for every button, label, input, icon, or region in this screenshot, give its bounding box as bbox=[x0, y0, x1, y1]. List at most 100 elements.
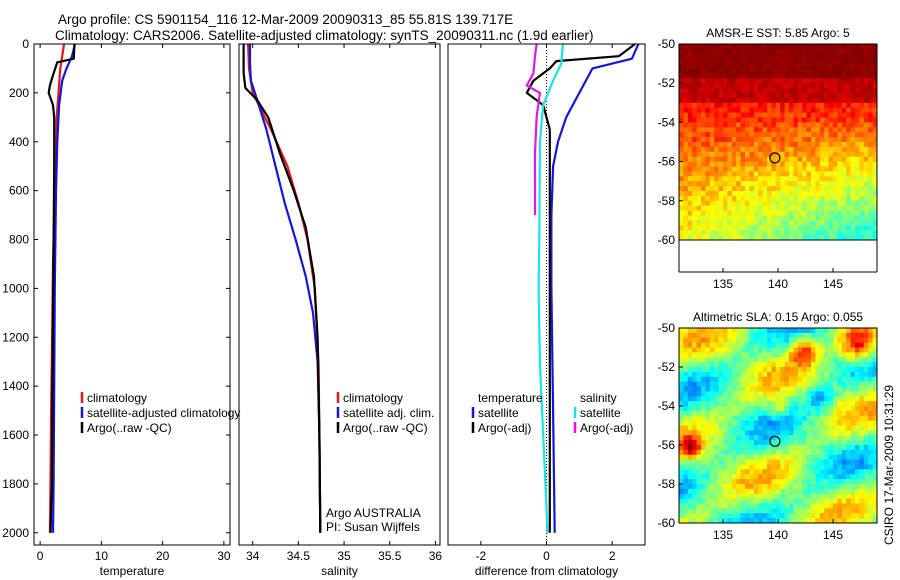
amsre_sst-heatmap-cell bbox=[745, 122, 750, 128]
amsre_sst-heatmap-cell bbox=[863, 97, 869, 104]
altimetric_sla-heatmap-cell bbox=[767, 406, 772, 412]
altimetric_sla-heatmap-cell bbox=[780, 430, 786, 436]
amsre_sst-heatmap-cell bbox=[824, 132, 830, 138]
amsre_sst-heatmap-cell bbox=[797, 44, 803, 50]
amsre_sst-heatmap-cell bbox=[797, 205, 803, 212]
amsre_sst-heatmap-cell bbox=[740, 195, 746, 202]
altimetric_sla-heatmap-cell bbox=[683, 328, 689, 334]
amsre_sst-heatmap-cell bbox=[833, 181, 838, 187]
altimetric_sla-heatmap-cell bbox=[824, 410, 830, 417]
altimetric_sla-heatmap-cell bbox=[679, 469, 684, 475]
amsre_sst-map-frame bbox=[678, 43, 878, 241]
altimetric_sla-heatmap-cell bbox=[731, 410, 737, 417]
amsre_sst-heatmap-cell bbox=[872, 151, 877, 158]
altimetric_sla-heatmap-cell bbox=[859, 474, 865, 480]
amsre_sst-heatmap-cell bbox=[692, 88, 698, 94]
altimetric_sla-heatmap-cell bbox=[806, 381, 812, 388]
amsre_sst-heatmap-cell bbox=[727, 112, 733, 119]
altimetric_sla-heatmap-cell bbox=[696, 449, 702, 456]
altimetric_sla-heatmap-cell bbox=[824, 430, 830, 436]
altimetric_sla-heatmap-cell bbox=[780, 474, 786, 480]
amsre_sst-heatmap-cell bbox=[855, 102, 860, 109]
amsre_sst-heatmap-cell bbox=[701, 186, 706, 192]
amsre_sst-heatmap-cell bbox=[780, 53, 786, 60]
amsre_sst-heatmap-cell bbox=[837, 166, 843, 172]
altimetric_sla-heatmap-cell bbox=[868, 367, 874, 373]
altimetric_sla-heatmap-cell bbox=[846, 347, 852, 353]
amsre_sst-heatmap-cell bbox=[815, 132, 821, 138]
altimetric_sla-heatmap-cell bbox=[859, 449, 865, 456]
altimetric_sla-heatmap-cell bbox=[775, 498, 781, 505]
amsre_sst-heatmap-cell bbox=[797, 146, 803, 153]
altimetric_sla-heatmap-cell bbox=[679, 410, 684, 417]
salinity-legend-label-2: Argo(..raw -QC) bbox=[343, 421, 428, 435]
amsre_sst-heatmap-cell bbox=[718, 171, 724, 177]
amsre_sst-heatmap-cell bbox=[683, 161, 689, 168]
amsre_sst-heatmap-cell bbox=[868, 83, 874, 89]
altimetric_sla-heatmap-cell bbox=[859, 328, 865, 334]
altimetric_sla-heatmap-cell bbox=[736, 401, 742, 407]
altimetric_sla-heatmap-cell bbox=[762, 498, 768, 505]
amsre_sst-heatmap-cell bbox=[696, 235, 702, 240]
altimetric_sla-heatmap-cell bbox=[731, 401, 737, 407]
amsre_sst-heatmap-cell bbox=[753, 176, 759, 182]
amsre_sst-heatmap-cell bbox=[841, 151, 847, 158]
altimetric_sla-heatmap-cell bbox=[859, 464, 865, 470]
amsre_sst-heatmap-cell bbox=[692, 142, 698, 148]
amsre_sst-heatmap-cell bbox=[762, 161, 768, 168]
amsre_sst-heatmap-cell bbox=[696, 97, 702, 104]
amsre_sst-heatmap-cell bbox=[727, 171, 733, 177]
amsre_sst-heatmap-cell bbox=[850, 186, 856, 192]
amsre_sst-heatmap-cell bbox=[758, 63, 764, 70]
altimetric_sla-heatmap-cell bbox=[797, 479, 803, 485]
amsre_sst-heatmap-cell bbox=[687, 63, 693, 70]
altimetric_sla-heatmap-cell bbox=[806, 518, 812, 523]
altimetric_sla-heatmap-cell bbox=[850, 328, 856, 334]
amsre_sst-heatmap-cell bbox=[771, 132, 777, 138]
altimetric_sla-heatmap-cell bbox=[841, 435, 847, 441]
amsre_sst-heatmap-cell bbox=[837, 48, 843, 55]
altimetric_sla-heatmap-cell bbox=[753, 493, 759, 500]
amsre_sst-heatmap-cell bbox=[762, 112, 768, 119]
amsre_sst-heatmap-cell bbox=[863, 210, 869, 217]
altimetric_sla-heatmap-cell bbox=[749, 362, 755, 368]
amsre_sst-heatmap-cell bbox=[850, 230, 856, 236]
altimetric_sla-heatmap-cell bbox=[828, 425, 834, 431]
altimetric_sla-heatmap-cell bbox=[740, 396, 746, 402]
altimetric_sla-heatmap-cell bbox=[833, 347, 838, 353]
altimetric_sla-heatmap-cell bbox=[868, 371, 874, 378]
altimetric_sla-heatmap-cell bbox=[841, 371, 847, 378]
amsre_sst-heatmap-cell bbox=[797, 166, 803, 172]
amsre_sst-heatmap-cell bbox=[701, 127, 706, 133]
amsre_sst-heatmap-cell bbox=[863, 58, 869, 65]
amsre_sst-heatmap-cell bbox=[872, 166, 877, 172]
altimetric_sla-heatmap-cell bbox=[833, 352, 838, 358]
altimetric_sla-heatmap-cell bbox=[793, 347, 799, 353]
amsre_sst-heatmap-cell bbox=[872, 102, 877, 109]
altimetric_sla-heatmap-cell bbox=[828, 445, 834, 451]
amsre_sst-heatmap-cell bbox=[872, 210, 877, 217]
amsre_sst-heatmap-cell bbox=[828, 68, 834, 74]
amsre_sst-heatmap-cell bbox=[789, 127, 794, 133]
altimetric_sla-heatmap-cell bbox=[762, 484, 768, 490]
altimetric_sla-heatmap-cell bbox=[789, 328, 794, 334]
amsre_sst-heatmap-cell bbox=[758, 205, 764, 212]
amsre_sst-heatmap-cell bbox=[850, 117, 856, 123]
amsre_sst-heatmap-cell bbox=[868, 161, 874, 168]
amsre_sst-heatmap-cell bbox=[775, 176, 781, 182]
altimetric_sla-heatmap-cell bbox=[859, 415, 865, 422]
altimetric_sla-heatmap-cell bbox=[740, 342, 746, 349]
amsre_sst-heatmap-cell bbox=[789, 117, 794, 123]
altimetric_sla-heatmap-cell bbox=[718, 362, 724, 368]
altimetric_sla-heatmap-cell bbox=[789, 337, 794, 344]
amsre_sst-heatmap-cell bbox=[868, 181, 874, 187]
amsre_sst-heatmap-cell bbox=[740, 191, 746, 197]
amsre_sst-heatmap-cell bbox=[731, 151, 737, 158]
amsre_sst-heatmap-cell bbox=[723, 195, 728, 202]
altimetric_sla-heatmap-cell bbox=[868, 449, 874, 456]
amsre_sst-heatmap-cell bbox=[833, 68, 838, 74]
altimetric_sla-heatmap-cell bbox=[696, 337, 702, 344]
amsre_sst-heatmap-cell bbox=[793, 142, 799, 148]
altimetric_sla-heatmap-cell bbox=[705, 449, 711, 456]
altimetric_sla-heatmap-cell bbox=[745, 381, 750, 388]
